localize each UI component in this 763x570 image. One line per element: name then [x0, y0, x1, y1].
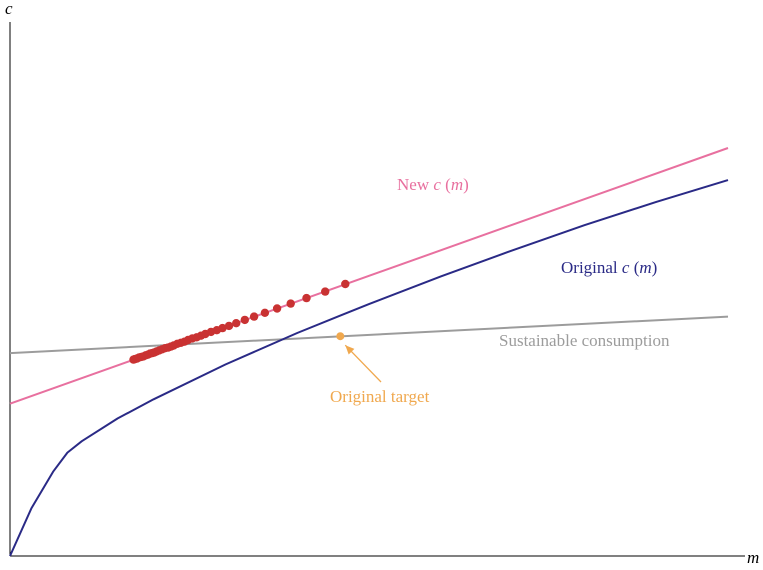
convergence-point: [240, 315, 249, 325]
x-axis-label: m: [747, 548, 759, 567]
new-c-label-prefix: New: [397, 175, 433, 194]
series-lines: [9, 147, 729, 557]
convergence-point: [249, 312, 259, 321]
convergence-point: [341, 279, 350, 289]
convergence-point: [218, 323, 227, 333]
original-c-label-arg: m: [639, 258, 651, 277]
new-c-label-arg: m: [451, 175, 463, 194]
convergence-point: [232, 319, 241, 328]
original-c-label-close: ): [652, 258, 658, 277]
convergence-point: [286, 299, 295, 308]
original-c-label-prefix: Original: [561, 258, 622, 277]
convergence-point: [272, 304, 282, 313]
convergence-point: [224, 321, 234, 331]
new-c-label-var: c: [433, 175, 441, 194]
new-c-label: New c (m): [397, 175, 469, 194]
convergence-point: [302, 293, 311, 303]
convergence-points: [129, 279, 350, 364]
target-arrow-head: [345, 345, 355, 355]
convergence-point: [260, 308, 270, 317]
y-axis-label: c: [5, 0, 13, 18]
series-line-original: [9, 179, 729, 557]
original-c-label: Original c (m): [561, 258, 657, 277]
series-line-sustainable: [9, 315, 729, 355]
new-c-label-open: (: [441, 175, 451, 194]
convergence-point: [321, 287, 330, 296]
original-c-label-var: c: [622, 258, 630, 277]
original-target-point: [336, 332, 345, 341]
original-target-label: Original target: [330, 387, 430, 406]
new-c-label-close: ): [463, 175, 469, 194]
sustainable-consumption-label: Sustainable consumption: [499, 331, 670, 350]
original-c-label-open: (: [629, 258, 639, 277]
